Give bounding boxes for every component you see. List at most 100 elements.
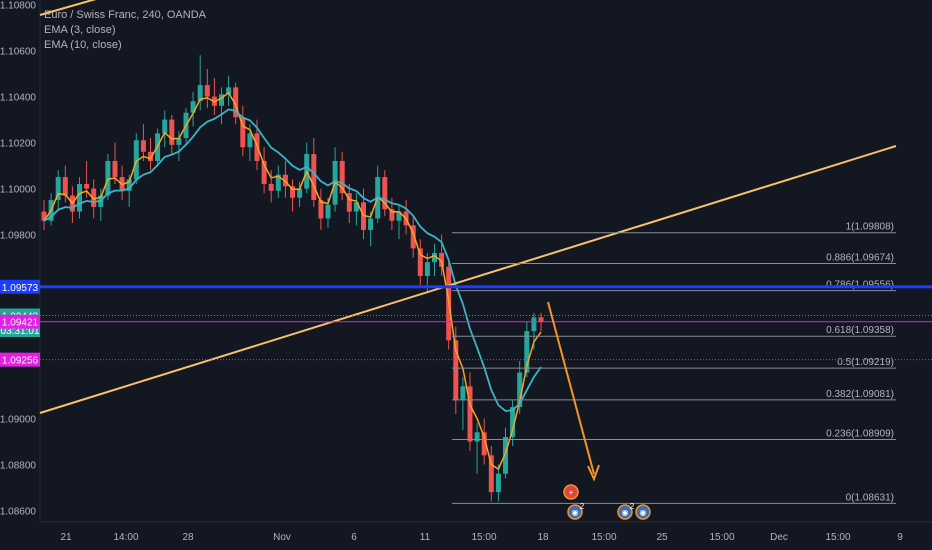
event-marker-icon: [635, 504, 651, 520]
candle-body: [389, 209, 395, 221]
x-tick-label: Nov: [273, 532, 291, 543]
x-tick-label: 9: [897, 532, 903, 543]
ema-slow-legend: EMA (10, close): [44, 39, 122, 51]
x-tick-label: 15:00: [591, 532, 616, 543]
price-label-text: 1.09256: [2, 356, 39, 367]
candle-body: [226, 87, 232, 95]
candle-body: [538, 317, 544, 322]
candle-body: [325, 204, 331, 219]
event-marker: ◉2: [567, 502, 585, 520]
candle-body: [517, 372, 523, 408]
candle-body: [261, 160, 267, 184]
fib-level-label: 0.236(1.08909): [826, 428, 894, 439]
event-marker-symbol: ◉: [572, 508, 579, 517]
candle-body: [247, 133, 253, 148]
y-tick-label: 1.09000: [0, 415, 36, 426]
candle-body: [219, 94, 224, 106]
projection-arrowhead: [587, 464, 600, 482]
candle-body: [467, 386, 473, 442]
candle-body: [268, 183, 274, 191]
candle-body: [432, 252, 437, 263]
x-tick-label: 28: [182, 532, 194, 543]
y-tick-label: 1.09800: [0, 231, 36, 242]
candle-body: [495, 473, 501, 493]
candle-body: [396, 211, 402, 221]
candle-body: [488, 455, 494, 493]
candle-body: [169, 119, 175, 145]
x-tick-label: 14:00: [113, 532, 138, 543]
candle-body: [176, 137, 182, 145]
candle-body: [190, 101, 196, 113]
candle-body: [382, 177, 388, 210]
candle-body: [233, 87, 239, 118]
event-marker: ◉: [635, 504, 651, 520]
candle-body: [346, 193, 352, 212]
projection-arrow-line: [547, 301, 595, 475]
x-tick-label: 6: [351, 532, 357, 543]
x-tick-label: Dec: [770, 532, 788, 543]
candle-body: [105, 160, 111, 196]
candle-body: [417, 248, 423, 276]
x-tick-label: 15:00: [471, 532, 496, 543]
candle-body: [368, 218, 374, 230]
x-tick-label: 15:00: [709, 532, 734, 543]
event-marker: +: [563, 484, 579, 500]
fib-level-label: 0.5(1.09219): [837, 357, 894, 368]
event-marker: ◉2: [617, 502, 635, 520]
candle-body: [240, 117, 246, 148]
candle-body: [140, 140, 146, 152]
candle-body: [297, 188, 303, 198]
chart-header: Euro / Swiss Franc, 240, OANDA EMA (3, c…: [44, 8, 206, 53]
y-tick-label: 1.10200: [0, 139, 36, 150]
candle-body: [503, 436, 508, 474]
y-tick-label: 1.10800: [0, 1, 36, 12]
candle-body: [126, 179, 132, 191]
y-tick-label: 1.10400: [0, 93, 36, 104]
candle-body: [204, 85, 210, 97]
price-label-box: [0, 352, 40, 367]
candle-body: [531, 317, 537, 332]
event-marker-symbol: ◉: [640, 508, 647, 517]
price-label-text: 1.09573: [2, 283, 39, 294]
candle-body: [77, 183, 82, 212]
candle-body: [55, 177, 61, 201]
fib-level-label: 0.886(1.09674): [826, 253, 894, 264]
candle-body: [424, 262, 430, 276]
candle-body: [41, 211, 47, 221]
candle-body: [318, 200, 324, 219]
y-tick-label: 1.08800: [0, 461, 36, 472]
candle-body: [460, 386, 466, 401]
price-label-text: 1.09421: [2, 318, 39, 329]
candle-body: [197, 85, 203, 102]
fib-level-label: 0(1.08631): [846, 492, 894, 503]
trendline-top: [39, 0, 97, 16]
candle-body: [339, 160, 345, 194]
price-label-box: [0, 279, 40, 294]
candle-body: [311, 154, 317, 201]
chart-title: Euro / Swiss Franc, 240, OANDA: [44, 9, 206, 21]
candle-body: [290, 186, 295, 198]
fib-level-label: 0.618(1.09358): [826, 325, 894, 336]
price-label-box: [0, 314, 40, 329]
x-tick-label: 11: [420, 532, 431, 543]
trendline-long: [39, 145, 897, 414]
y-tick-label: 1.08600: [0, 507, 36, 518]
event-marker-icon: [567, 504, 583, 520]
x-tick-label: 18: [537, 532, 549, 543]
candle-body: [62, 177, 68, 196]
candle-body: [524, 331, 530, 373]
candle-body: [148, 151, 153, 161]
event-marker-symbol: +: [569, 488, 574, 497]
candle-body: [112, 160, 118, 178]
candle-body: [133, 140, 139, 180]
x-tick-label: 15:00: [825, 532, 850, 543]
event-marker-count: 2: [630, 502, 635, 511]
event-marker-icon: [617, 504, 633, 520]
candle-body: [410, 225, 416, 249]
x-tick-label: 21: [60, 532, 72, 543]
candle-body: [91, 188, 97, 207]
ema-fast-legend: EMA (3, close): [44, 24, 116, 36]
fib-level-label: 0.786(1.09556): [826, 280, 894, 291]
